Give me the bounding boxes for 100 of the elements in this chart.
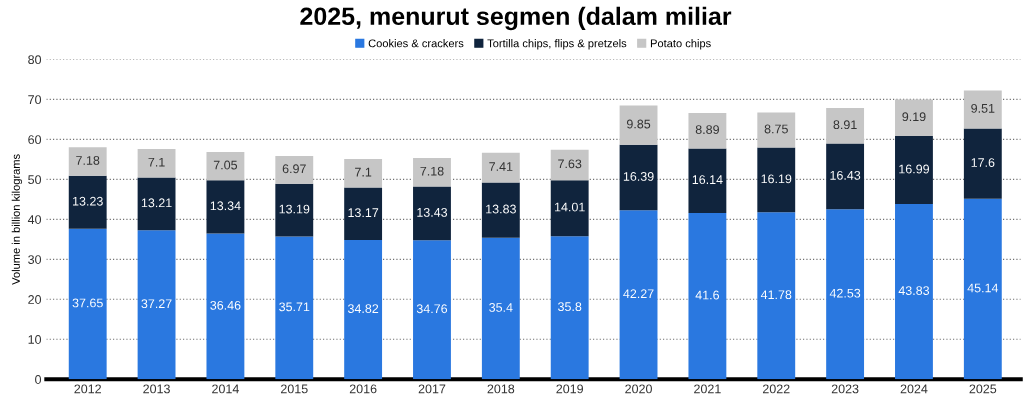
bar <box>481 152 520 183</box>
data-label: 42.27 <box>623 289 654 298</box>
data-label: 35.71 <box>279 302 310 312</box>
x-tick-label: 2019 <box>556 384 583 394</box>
data-label: 36.46 <box>210 300 241 310</box>
data-label: 7.41 <box>489 162 513 171</box>
data-label: 41.6 <box>695 290 720 300</box>
bar <box>688 148 727 213</box>
bar <box>206 151 245 181</box>
bar <box>413 157 451 187</box>
data-label: 16.39 <box>623 172 654 181</box>
bar <box>206 180 245 234</box>
bar <box>895 204 933 380</box>
data-label: 45.14 <box>967 283 999 293</box>
data-label: 8.75 <box>764 124 788 134</box>
y-tick-label: 30 <box>28 255 42 264</box>
data-label: 6.97 <box>282 164 306 174</box>
data-label: 9.19 <box>902 112 926 122</box>
data-label: 37.65 <box>72 298 103 308</box>
bar <box>826 143 865 210</box>
bar <box>688 212 727 380</box>
bar <box>826 209 865 380</box>
data-label: 7.1 <box>148 157 165 167</box>
bar <box>757 112 796 148</box>
y-tick-label: 0 <box>35 375 42 384</box>
data-label: 9.51 <box>971 103 995 113</box>
data-label: 13.19 <box>279 204 310 214</box>
data-label: 16.19 <box>761 174 792 184</box>
x-tick-label: 2018 <box>487 384 515 394</box>
bar <box>619 144 658 211</box>
bar <box>413 186 451 241</box>
bar <box>344 240 383 380</box>
data-label: 37.27 <box>141 299 172 309</box>
bar <box>275 155 314 184</box>
y-tick-label: 20 <box>28 295 42 304</box>
y-tick-label: 50 <box>28 175 42 185</box>
bar <box>137 230 176 380</box>
data-label: 7.18 <box>420 166 444 176</box>
bar <box>344 159 383 188</box>
data-label: 16.43 <box>830 170 861 180</box>
bar <box>68 228 107 380</box>
bar <box>68 175 107 229</box>
bar <box>619 105 658 145</box>
x-tick-label: 2016 <box>349 384 377 394</box>
bar <box>275 236 314 380</box>
bar <box>895 136 933 205</box>
bar <box>137 177 176 231</box>
data-label: 41.78 <box>760 290 792 300</box>
data-label: 34.76 <box>416 304 448 314</box>
bar <box>895 99 933 137</box>
data-label: 42.53 <box>829 288 861 298</box>
bar <box>757 147 796 213</box>
data-label: 35.4 <box>489 303 513 312</box>
bar <box>963 128 1002 199</box>
y-tick-label: 60 <box>28 135 42 145</box>
x-tick-label: 2024 <box>900 384 928 394</box>
data-label: 7.18 <box>76 156 100 165</box>
data-label: 14.01 <box>555 202 585 212</box>
data-label: 43.83 <box>898 286 930 295</box>
bar <box>826 107 865 144</box>
legend-label: Potato chips <box>650 39 711 50</box>
chart-title: 2025, menurut segmen (dalam miliar <box>300 6 732 31</box>
x-tick-label: 2023 <box>831 384 859 394</box>
bar <box>550 236 589 380</box>
data-label: 13.43 <box>417 207 448 217</box>
bar <box>481 237 520 380</box>
legend-label: Cookies & crackers <box>368 39 464 48</box>
x-tick-label: 2014 <box>212 384 239 394</box>
bar <box>275 183 314 237</box>
data-label: 7.63 <box>558 159 582 169</box>
bar <box>68 147 107 176</box>
bar <box>688 112 727 149</box>
data-label: 17.6 <box>971 158 995 167</box>
x-tick-label: 2015 <box>281 384 308 394</box>
x-tick-label: 2022 <box>762 384 790 394</box>
x-tick-label: 2021 <box>694 384 721 394</box>
bar <box>963 198 1002 380</box>
bar <box>550 180 589 237</box>
x-tick-label: 2020 <box>625 384 652 394</box>
bar <box>963 90 1002 129</box>
data-label: 35.8 <box>558 302 582 312</box>
legend-label: Tortilla chips, flips & pretzels <box>487 39 627 50</box>
bar <box>413 240 451 380</box>
x-tick-label: 2025 <box>969 384 997 394</box>
data-label: 9.85 <box>626 119 651 129</box>
bar <box>550 149 589 181</box>
data-label: 13.83 <box>486 204 516 214</box>
bar <box>206 233 245 380</box>
data-label: 13.23 <box>73 196 103 206</box>
data-label: 13.17 <box>348 208 379 218</box>
bar <box>137 149 176 178</box>
y-axis-title: Volume in billion kilograms <box>11 154 23 285</box>
data-label: 13.21 <box>141 198 172 208</box>
x-tick-label: 2013 <box>143 384 170 394</box>
data-label: 16.14 <box>692 175 723 185</box>
y-tick-label: 80 <box>28 55 42 65</box>
x-tick-label: 2012 <box>74 384 101 394</box>
y-tick-label: 70 <box>28 95 42 105</box>
bar <box>757 212 796 380</box>
data-label: 13.34 <box>210 201 241 211</box>
